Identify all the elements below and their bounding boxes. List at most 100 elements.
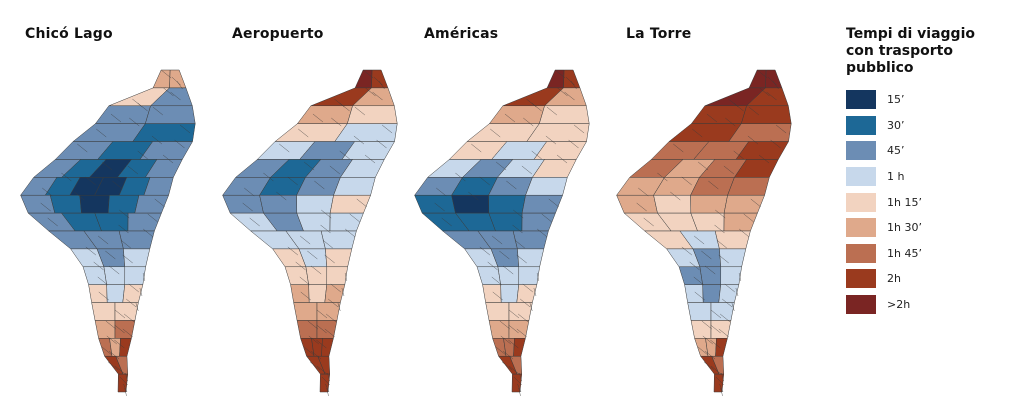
- district-border: [163, 87, 174, 97]
- district-border: [710, 324, 721, 334]
- district-border: [125, 372, 128, 382]
- legend-item: 30’: [846, 113, 1021, 139]
- district-border: [501, 361, 513, 371]
- district-border: [518, 387, 521, 397]
- district-border: [331, 117, 342, 127]
- district-border: [487, 261, 498, 271]
- district: [305, 266, 328, 285]
- district: [134, 194, 169, 214]
- district-border: [279, 143, 290, 153]
- district-border: [506, 180, 517, 190]
- district-border: [697, 161, 709, 171]
- district-border: [307, 250, 318, 260]
- district-border: [249, 217, 260, 227]
- district-border: [526, 98, 537, 108]
- district-border: [508, 365, 520, 375]
- district-border: [162, 154, 174, 164]
- district: [525, 177, 568, 196]
- district-border: [548, 198, 559, 208]
- district-border: [108, 350, 120, 360]
- district: [518, 266, 540, 285]
- district-border: [657, 172, 668, 182]
- district-border: [728, 98, 739, 108]
- district-border: [750, 198, 761, 208]
- district: [371, 69, 389, 89]
- district-border: [738, 272, 742, 282]
- district: [653, 194, 692, 214]
- district-border: [85, 176, 96, 186]
- legend-item: 2h: [846, 266, 1021, 292]
- district: [616, 194, 658, 214]
- district-border: [710, 339, 721, 349]
- district-border: [312, 113, 324, 123]
- district: [687, 302, 712, 321]
- district-border: [287, 246, 298, 256]
- district: [713, 373, 725, 393]
- district-border: [119, 209, 130, 219]
- district-border: [118, 224, 129, 234]
- district: [329, 212, 364, 232]
- district: [94, 105, 151, 124]
- district-border: [74, 191, 85, 201]
- district-border: [137, 150, 148, 160]
- district-border: [123, 383, 128, 393]
- district: [259, 194, 298, 214]
- district-border: [314, 180, 325, 190]
- district: [308, 284, 328, 303]
- district: [290, 284, 310, 303]
- district-border: [500, 335, 511, 345]
- district-border: [503, 265, 514, 275]
- district-border: [105, 320, 116, 330]
- legend-item: >2h: [846, 292, 1021, 318]
- district-border: [689, 261, 700, 271]
- district-border: [114, 365, 126, 375]
- district-border: [708, 180, 719, 190]
- panel-title-1: Chicó Lago: [25, 26, 113, 42]
- legend-label: 2h: [887, 272, 901, 286]
- district: [106, 284, 126, 303]
- district-border: [710, 309, 722, 319]
- legend-label: 15’: [887, 93, 905, 107]
- district-border: [42, 187, 53, 197]
- district: [333, 177, 376, 196]
- district-border: [436, 187, 447, 197]
- district-border: [129, 117, 140, 127]
- district-border: [697, 346, 709, 356]
- legend-label: >2h: [887, 298, 911, 312]
- district-border: [739, 228, 750, 238]
- district-border: [334, 98, 345, 108]
- district-border: [321, 209, 332, 219]
- district-border: [263, 172, 274, 182]
- legend-item: 1h 30’: [846, 215, 1021, 241]
- district: [91, 302, 116, 321]
- legend-label: 1 h: [887, 170, 905, 184]
- district-border: [325, 383, 330, 393]
- district: [325, 248, 353, 268]
- district: [321, 338, 334, 357]
- district-border: [106, 335, 117, 345]
- district-border: [122, 328, 133, 338]
- district-border: [555, 69, 566, 79]
- district-border: [517, 383, 522, 393]
- district: [690, 320, 712, 339]
- district-border: [681, 246, 692, 256]
- district-border: [731, 302, 735, 312]
- district-border: [522, 283, 533, 293]
- district-border: [376, 139, 387, 149]
- district: [715, 338, 728, 357]
- district-border: [310, 350, 322, 360]
- district-border: [124, 387, 127, 397]
- district-border: [748, 106, 760, 116]
- district-border: [721, 372, 724, 382]
- legend-list: 15’ 30’ 45’ 1 h 1h 15’ 1h 30’ 1h 45’ 2h >2h: [846, 87, 1021, 317]
- district-border: [139, 287, 143, 297]
- district: [719, 248, 747, 268]
- district-border: [152, 106, 164, 116]
- district: [316, 302, 341, 321]
- district: [723, 194, 765, 214]
- district-border: [311, 265, 322, 275]
- district-border: [309, 361, 321, 371]
- district-border: [107, 361, 119, 371]
- district-border: [303, 346, 315, 356]
- district: [690, 194, 728, 214]
